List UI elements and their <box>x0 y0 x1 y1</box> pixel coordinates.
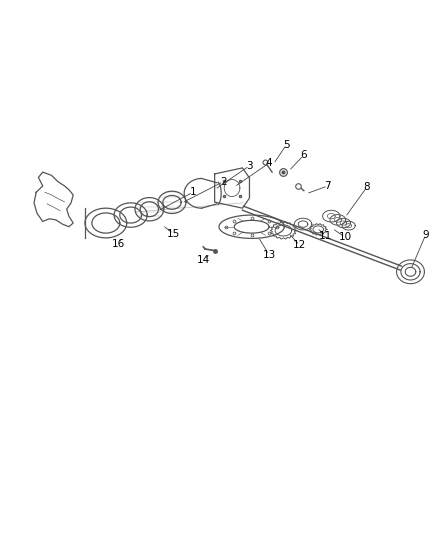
Text: 15: 15 <box>167 229 180 239</box>
Text: 8: 8 <box>364 182 370 192</box>
Text: 7: 7 <box>325 181 331 191</box>
Text: 9: 9 <box>422 230 429 240</box>
Text: 13: 13 <box>262 250 276 260</box>
Text: 5: 5 <box>283 140 290 150</box>
Text: 11: 11 <box>319 231 332 241</box>
Text: 4: 4 <box>266 158 272 168</box>
Text: 1: 1 <box>190 187 196 197</box>
Text: 14: 14 <box>197 255 210 264</box>
Text: 10: 10 <box>339 232 352 243</box>
Text: 6: 6 <box>300 150 307 160</box>
Text: 2: 2 <box>220 176 226 187</box>
Text: 16: 16 <box>112 239 126 249</box>
Text: 12: 12 <box>293 240 306 251</box>
Text: 3: 3 <box>246 161 253 171</box>
